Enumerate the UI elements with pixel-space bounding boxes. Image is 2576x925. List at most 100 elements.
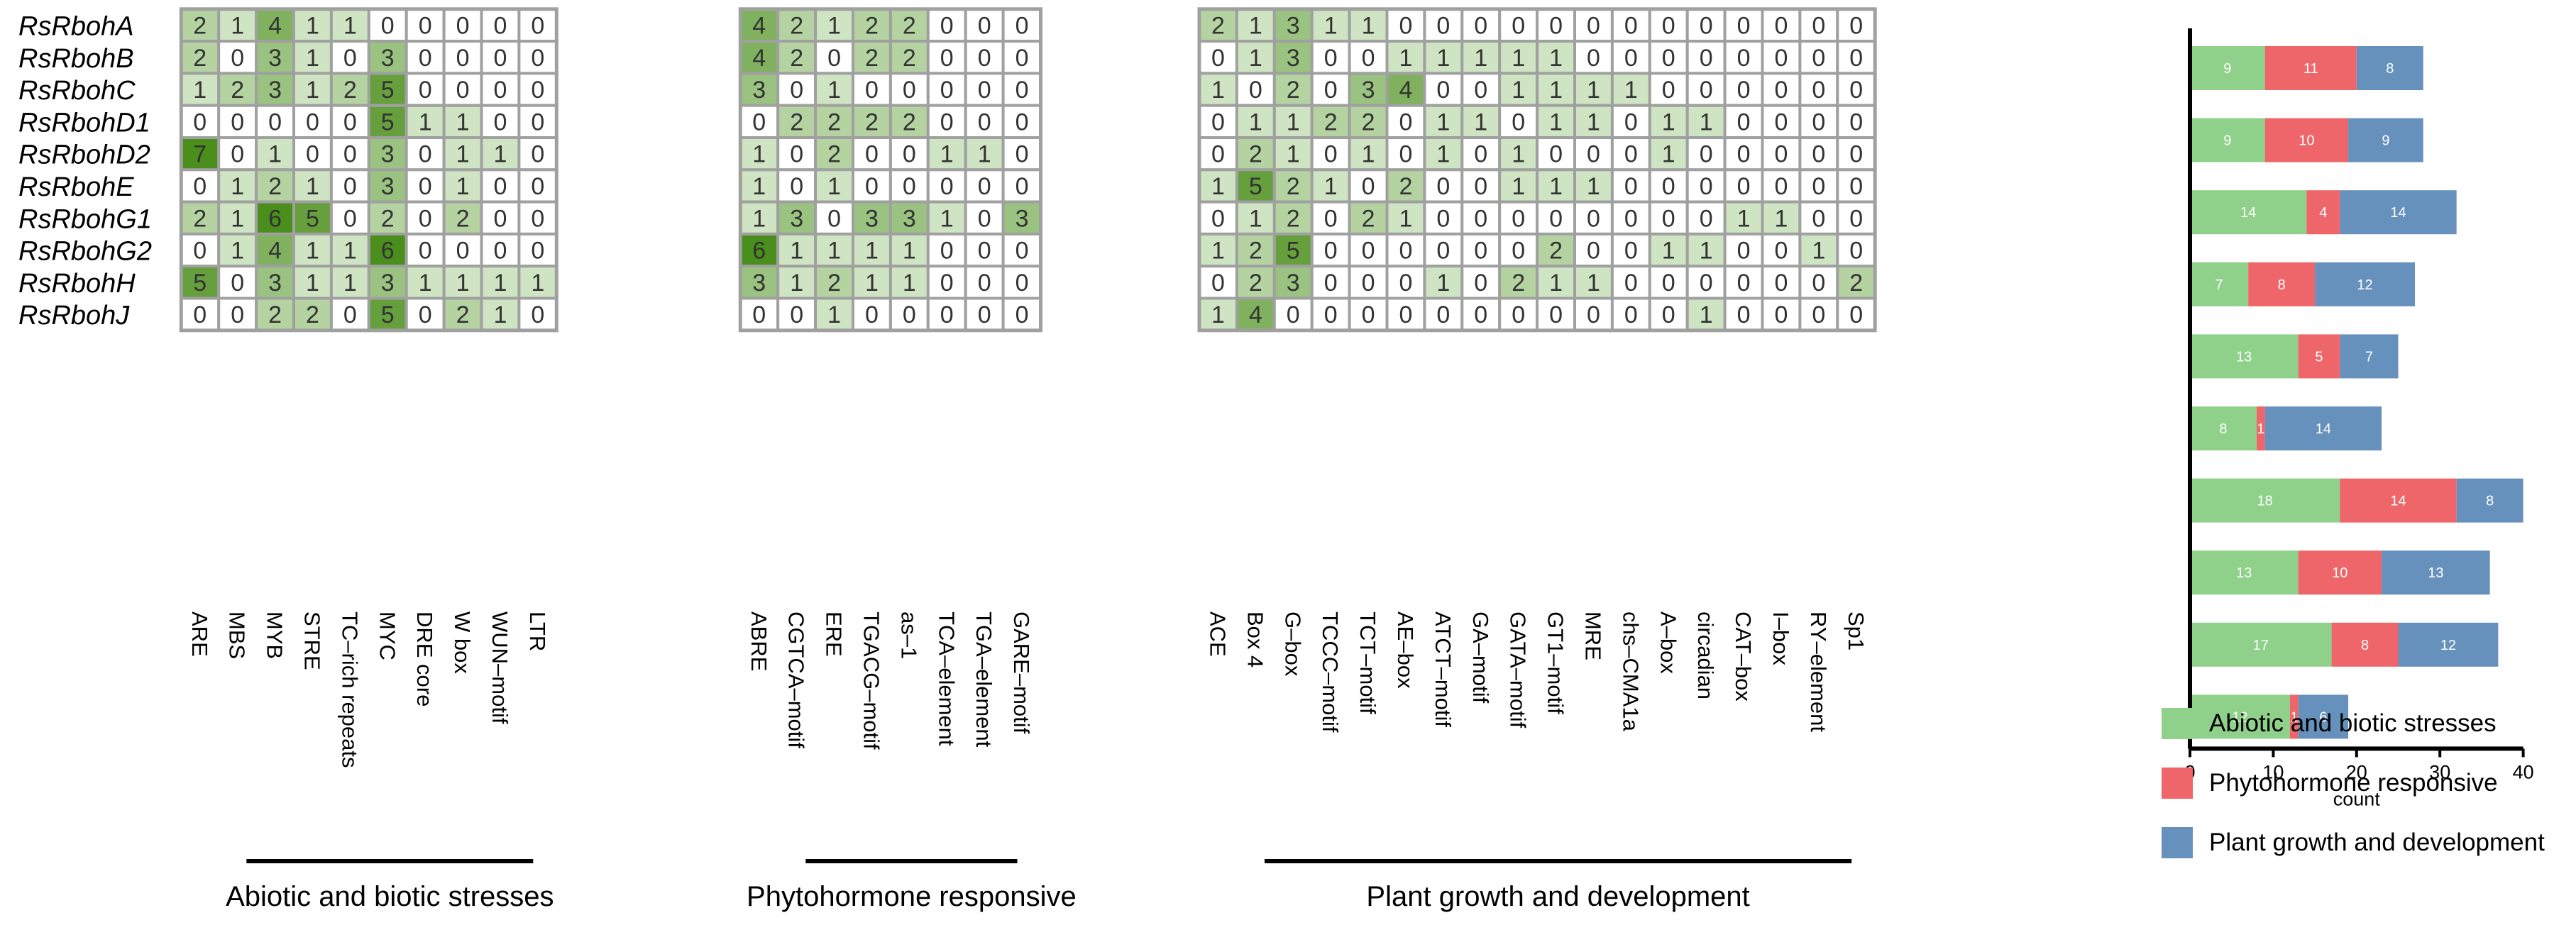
heatmap-cell-value: 0 — [1587, 45, 1600, 72]
column-label: MYB — [263, 611, 287, 659]
heatmap-cell-value: 0 — [1624, 109, 1638, 135]
heatmap-cell — [1798, 136, 1839, 172]
heatmap-cell-value: 2 — [827, 270, 841, 297]
column-label: ACE — [1205, 611, 1230, 657]
heatmap-cell-value: 1 — [1587, 270, 1600, 297]
heatmap-cell — [964, 72, 1005, 107]
heatmap-cell-value: 0 — [231, 270, 244, 297]
heatmap-cell-value: 0 — [1700, 270, 1713, 297]
column-label: GT1–motif — [1543, 611, 1568, 714]
heatmap-cell-value: 0 — [940, 109, 954, 135]
heatmap-cell-value: 1 — [1662, 109, 1675, 135]
heatmap-cell-value: 1 — [1211, 77, 1225, 104]
heatmap-cell — [292, 168, 333, 204]
heatmap-cell-value: 0 — [1587, 301, 1600, 328]
column-label: RY–element — [1806, 611, 1831, 732]
heatmap-cell-value: 1 — [1249, 205, 1262, 232]
heatmap-cell-value: 0 — [1849, 205, 1863, 232]
column-label: ERE — [822, 611, 847, 657]
bar-segment-value: 8 — [2278, 277, 2286, 293]
column-label: G–box — [1280, 611, 1305, 677]
heatmap-cell-value: 0 — [1436, 173, 1450, 200]
heatmap-cell-value: 0 — [1624, 238, 1638, 265]
bar-segment — [2331, 622, 2399, 667]
heatmap-cell-value: 0 — [1737, 173, 1751, 200]
heatmap-cell-value: 0 — [1812, 173, 1825, 200]
heatmap-cell — [1723, 168, 1764, 204]
heatmap-cell-value: 1 — [903, 270, 916, 297]
heatmap-cell-value: 2 — [790, 109, 803, 135]
heatmap-cell-value: 0 — [1774, 173, 1788, 200]
heatmap-cell — [367, 104, 408, 139]
heatmap-cell-value: 1 — [1512, 141, 1525, 168]
heatmap-cell-value: 1 — [231, 205, 244, 232]
heatmap-cell-value: 0 — [531, 77, 544, 104]
heatmap-cell-value: 0 — [1737, 141, 1751, 168]
heatmap-cell — [1723, 232, 1764, 268]
heatmap-cell-value: 0 — [1737, 301, 1751, 328]
heatmap-cell — [926, 200, 967, 236]
heatmap-cell-value: 0 — [231, 45, 244, 72]
heatmap-cell-value: 0 — [1849, 301, 1863, 328]
heatmap-cell-value: 2 — [268, 301, 282, 328]
heatmap-cell-value: 0 — [1849, 141, 1863, 168]
heatmap-cell-value: 0 — [1362, 301, 1375, 328]
heatmap-cell — [964, 297, 1005, 332]
column-label: MBS — [225, 611, 250, 659]
heatmap-cell-value: 0 — [1662, 173, 1675, 200]
heatmap-cell-value: 0 — [1624, 205, 1638, 232]
heatmap-group-3: 2 1 3 1 1 0 0 0 0 0 0 0 0 0 0 0 0 00 1 3 0 0 1 1 1 1 1 0 0 0 0 0 0 0 01 0 2 0… — [1197, 7, 1877, 912]
group-label: Phytohormone responsive — [747, 881, 1077, 912]
column-label: TGA–element — [971, 611, 996, 748]
bar-segment — [2298, 334, 2340, 379]
heatmap-cell-value: 1 — [790, 270, 803, 297]
heatmap-cell-value: 3 — [381, 45, 395, 72]
heatmap-cell-value: 4 — [752, 12, 766, 39]
heatmap-cell-value: 0 — [1737, 77, 1751, 104]
column-label: TCA–element — [934, 611, 959, 746]
heatmap-cell-value: 0 — [903, 77, 916, 104]
heatmap-cell-value: 0 — [903, 141, 916, 168]
heatmap-cell-value: 1 — [1587, 77, 1600, 104]
heatmap-cell-value: 3 — [381, 173, 395, 200]
heatmap-cell-value: 0 — [1512, 301, 1525, 328]
heatmap-cell-value: 0 — [381, 12, 395, 39]
heatmap-cell-value: 0 — [1512, 205, 1525, 232]
heatmap-cell-value: 0 — [193, 173, 207, 200]
heatmap-cell — [1423, 265, 1464, 300]
heatmap-cell-value: 0 — [865, 301, 879, 328]
heatmap-cell-value: 1 — [343, 12, 357, 39]
heatmap-cell-value: 3 — [381, 270, 395, 297]
heatmap-cell-value: 0 — [1549, 205, 1563, 232]
heatmap-cell-value: 0 — [419, 77, 432, 104]
heatmap-cell-value: 1 — [1287, 141, 1300, 168]
column-label: TCT–motif — [1355, 611, 1380, 714]
heatmap-cell-value: 0 — [531, 45, 544, 72]
heatmap-cell-value: 0 — [493, 109, 507, 135]
heatmap-cell-value: 0 — [940, 77, 954, 104]
heatmap-cell-value: 0 — [978, 301, 991, 328]
heatmap-cell — [776, 232, 818, 268]
heatmap-cell-value: 0 — [1015, 109, 1029, 135]
heatmap-cell-value: 0 — [531, 141, 544, 168]
x-axis-title: count — [2333, 788, 2381, 809]
heatmap-cell-value: 0 — [1474, 173, 1487, 200]
heatmap-cell-value: 6 — [268, 205, 282, 232]
heatmap-cell-value: 1 — [1624, 77, 1638, 104]
column-label: DRE core — [412, 611, 437, 707]
heatmap-cell-value: 5 — [381, 77, 395, 104]
heatmap-cell — [1610, 232, 1651, 268]
heatmap-cell-value: 0 — [1737, 270, 1751, 297]
heatmap-cell — [480, 40, 521, 75]
heatmap-cell-value: 6 — [381, 238, 395, 265]
heatmap-cell-value: 0 — [1324, 141, 1338, 168]
bar-segment-value: 10 — [2332, 565, 2347, 581]
column-label: WUN–motif — [488, 611, 512, 724]
heatmap-cell-value: 0 — [1015, 45, 1029, 72]
column-label: circadian — [1693, 611, 1718, 699]
heatmap-cell-value: 0 — [1211, 141, 1225, 168]
heatmap-cell-value: 0 — [531, 109, 544, 135]
heatmap-cell-value: 2 — [1249, 270, 1262, 297]
heatmap-cell — [404, 72, 446, 107]
bar-segment-value: 13 — [2236, 349, 2252, 365]
